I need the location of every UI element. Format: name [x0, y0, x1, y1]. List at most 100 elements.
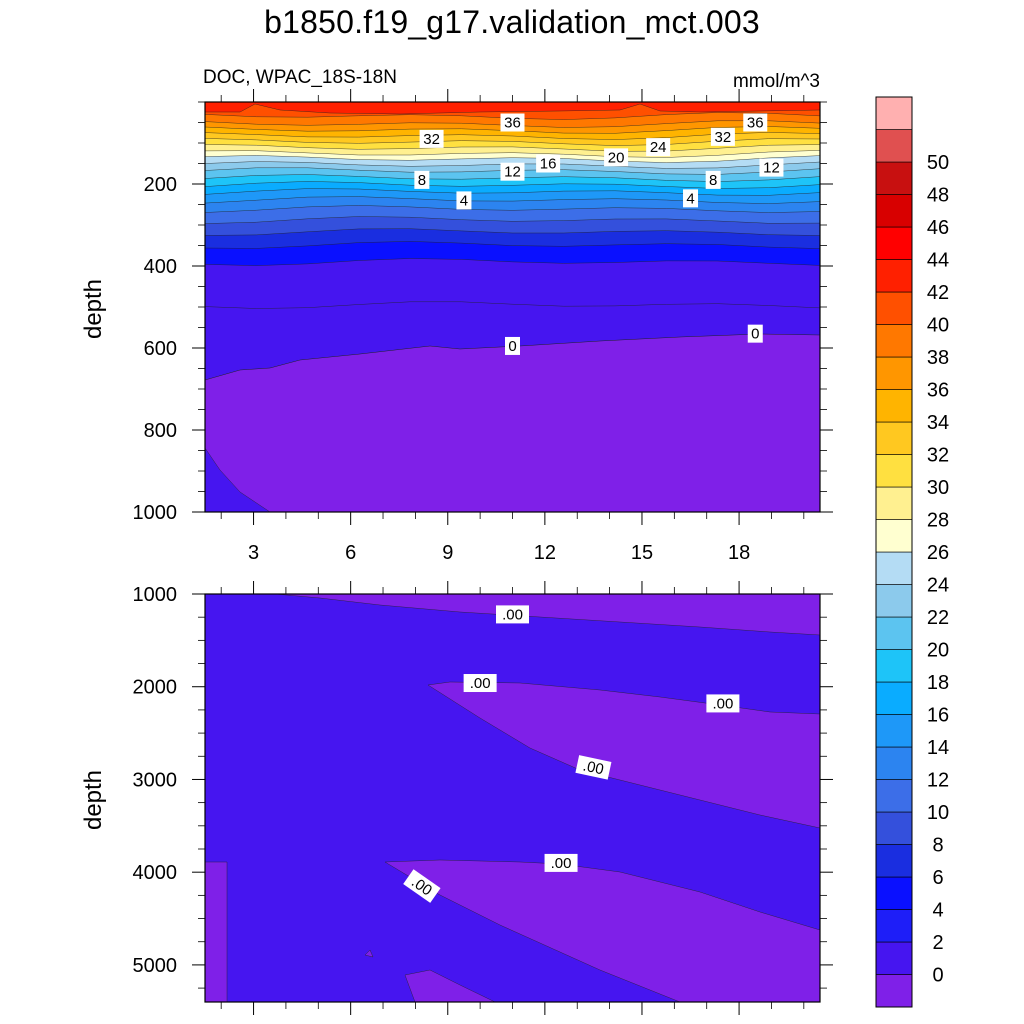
svg-text:16: 16 — [540, 156, 557, 173]
x-tick-label: 3 — [248, 542, 259, 564]
svg-text:.00: .00 — [470, 675, 491, 692]
colorbar-label: 6 — [932, 867, 943, 889]
colorbar-box — [875, 714, 913, 748]
colorbar-box — [875, 259, 913, 293]
x-tick-label: 9 — [442, 542, 453, 564]
contour-label: 32 — [710, 127, 735, 146]
svg-text:32: 32 — [715, 129, 732, 146]
y-tick-label: 3000 — [133, 769, 178, 791]
y-tick-label: 1000 — [133, 502, 178, 524]
svg-text:36: 36 — [504, 115, 521, 132]
colorbar-label: 46 — [927, 217, 949, 239]
colorbar-label: 28 — [927, 510, 949, 532]
colorbar-label: 30 — [927, 477, 949, 499]
colorbar-label: 20 — [927, 640, 949, 662]
svg-text:8: 8 — [709, 172, 717, 189]
colorbar-label: 36 — [927, 380, 949, 402]
contour-label: 8 — [414, 170, 430, 189]
x-tick-label: 18 — [728, 542, 750, 564]
colorbar-box — [875, 161, 913, 195]
svg-text:12: 12 — [763, 160, 780, 177]
colorbar-label: 26 — [927, 542, 949, 564]
colorbar-label: 50 — [927, 152, 949, 174]
contour-band — [204, 101, 821, 115]
colorbar-label: 44 — [927, 250, 949, 272]
left-subtitle: DOC, WPAC_18S-18N — [203, 67, 397, 88]
contour-label: 16 — [536, 154, 561, 173]
contour-label: 32 — [419, 129, 444, 148]
colorbar-label: 22 — [927, 607, 949, 629]
colorbar-label: 48 — [927, 185, 949, 207]
colorbar-box — [875, 941, 913, 975]
upper-panel — [204, 101, 821, 513]
svg-text:36: 36 — [747, 115, 764, 132]
svg-text:.00: .00 — [502, 606, 523, 623]
svg-text:24: 24 — [650, 139, 667, 156]
colorbar-label: 10 — [927, 802, 949, 824]
colorbar-label: 14 — [927, 737, 949, 759]
colorbar-box — [875, 356, 913, 390]
y-tick-label: 400 — [144, 256, 177, 278]
contour-band — [404, 969, 496, 1003]
contour-label: 4 — [456, 191, 472, 210]
y-tick-label: 1000 — [133, 584, 178, 606]
colorbar-box — [875, 876, 913, 910]
svg-text:8: 8 — [418, 172, 426, 189]
x-tick-label: 15 — [631, 542, 653, 564]
colorbar-label: 18 — [927, 672, 949, 694]
colorbar-label: 16 — [927, 705, 949, 727]
x-tick-label: 12 — [534, 542, 556, 564]
colorbar-box — [875, 96, 913, 130]
colorbar-box — [875, 194, 913, 228]
svg-text:20: 20 — [608, 149, 625, 166]
colorbar-label: 38 — [927, 347, 949, 369]
svg-text:.00: .00 — [712, 695, 733, 712]
colorbar-box — [875, 811, 913, 845]
colorbar-box — [875, 551, 913, 585]
colorbar-box — [875, 129, 913, 163]
x-tick-label: 6 — [345, 542, 356, 564]
colorbar-box — [875, 909, 913, 943]
colorbar-label: 34 — [927, 412, 949, 434]
svg-text:0: 0 — [508, 338, 516, 355]
colorbar-box — [875, 324, 913, 358]
svg-text:.00: .00 — [581, 757, 605, 778]
colorbar-label: 40 — [927, 315, 949, 337]
colorbar-box — [875, 974, 913, 1008]
y-axis-label: depth — [80, 279, 107, 339]
colorbar-box — [875, 226, 913, 260]
y-tick-label: 600 — [144, 338, 177, 360]
colorbar-box — [875, 519, 913, 553]
colorbar-box — [875, 291, 913, 325]
colorbar-box — [875, 844, 913, 878]
contour-label: .00 — [463, 674, 497, 693]
contour-label: 12 — [759, 158, 784, 177]
colorbar-label: 24 — [927, 575, 949, 597]
contour-label: 24 — [646, 138, 671, 157]
contour-band — [384, 859, 821, 1003]
contour-label: 36 — [500, 113, 525, 132]
colorbar-box — [875, 421, 913, 455]
contour-band — [204, 861, 228, 1003]
contour-label: 4 — [683, 189, 699, 208]
colorbar-label: 0 — [932, 965, 943, 987]
svg-text:4: 4 — [686, 190, 694, 207]
y-tick-label: 200 — [144, 174, 177, 196]
contour-label: 8 — [705, 170, 721, 189]
lower-panel — [204, 593, 821, 1003]
svg-text:4: 4 — [460, 192, 468, 209]
contour-band — [364, 949, 374, 958]
chart-title: b1850.f19_g17.validation_mct.003 — [264, 4, 760, 40]
svg-text:0: 0 — [751, 326, 759, 343]
y-tick-label: 5000 — [133, 955, 178, 977]
svg-text:12: 12 — [504, 164, 521, 181]
colorbar-box — [875, 486, 913, 520]
contour-label: .00 — [575, 755, 612, 780]
colorbar-label: 12 — [927, 770, 949, 792]
colorbar: 0246810121416182022242628303234363840424… — [875, 96, 949, 1008]
colorbar-label: 4 — [932, 900, 943, 922]
colorbar-box — [875, 616, 913, 650]
contour-label: 20 — [604, 148, 629, 167]
colorbar-box — [875, 746, 913, 780]
